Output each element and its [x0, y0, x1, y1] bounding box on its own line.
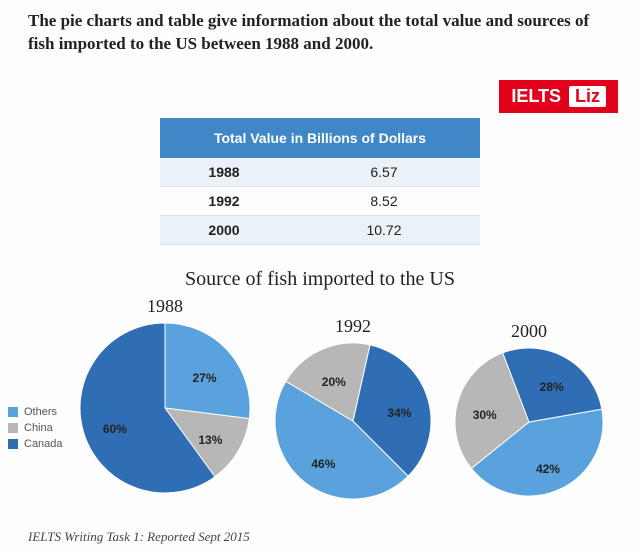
table-year: 2000 [160, 216, 288, 245]
table-value: 10.72 [288, 216, 480, 245]
table-value: 8.52 [288, 187, 480, 216]
legend-item: China [8, 422, 63, 434]
pie-slice-label: 42% [536, 462, 560, 476]
badge-name: Liz [569, 86, 606, 107]
pie-svg [80, 323, 250, 493]
pie-slice-label: 13% [198, 433, 222, 447]
pie-slice-label: 27% [193, 371, 217, 385]
pie-svg [455, 348, 603, 496]
pie-slice-label: 28% [540, 380, 564, 394]
legend-label: Others [24, 406, 57, 418]
ielts-liz-badge: IELTS Liz [499, 80, 618, 113]
pie-slice-label: 20% [322, 375, 346, 389]
pie-slice-label: 46% [311, 457, 335, 471]
charts-title: Source of fish imported to the US [0, 268, 640, 291]
table-row: 1988 6.57 [160, 158, 480, 187]
table-row: 2000 10.72 [160, 216, 480, 245]
badge-brand: IELTS [511, 86, 561, 107]
pie-slice-label: 30% [473, 408, 497, 422]
legend: Others China Canada [8, 406, 63, 454]
table-value: 6.57 [288, 158, 480, 187]
table-year: 1988 [160, 158, 288, 187]
pie-slice-label: 34% [387, 406, 411, 420]
table-row: 1992 8.52 [160, 187, 480, 216]
pie-1988: 1988 27% 13% 60% [80, 296, 250, 498]
pie-svg [275, 343, 431, 499]
legend-label: China [24, 422, 53, 434]
pie-slice-label: 60% [103, 422, 127, 436]
pie-2000: 2000 42% 30% 28% [455, 321, 603, 501]
pie-1992: 1992 46% 20% 34% [275, 316, 431, 504]
legend-item: Others [8, 406, 63, 418]
table-header: Total Value in Billions of Dollars [160, 118, 480, 158]
intro-text: The pie charts and table give informatio… [28, 10, 608, 56]
legend-label: Canada [24, 438, 63, 450]
pie-year-label: 2000 [455, 321, 603, 342]
legend-item: Canada [8, 438, 63, 450]
value-table: Total Value in Billions of Dollars 1988 … [160, 118, 480, 245]
legend-swatch [8, 407, 18, 417]
footer-text: IELTS Writing Task 1: Reported Sept 2015 [28, 529, 250, 545]
pie-year-label: 1992 [275, 316, 431, 337]
pie-year-label: 1988 [80, 296, 250, 317]
pies-region: Others China Canada 1988 27% 13% 60% 1992 46% 20… [0, 296, 640, 526]
table-year: 1992 [160, 187, 288, 216]
legend-swatch [8, 439, 18, 449]
legend-swatch [8, 423, 18, 433]
